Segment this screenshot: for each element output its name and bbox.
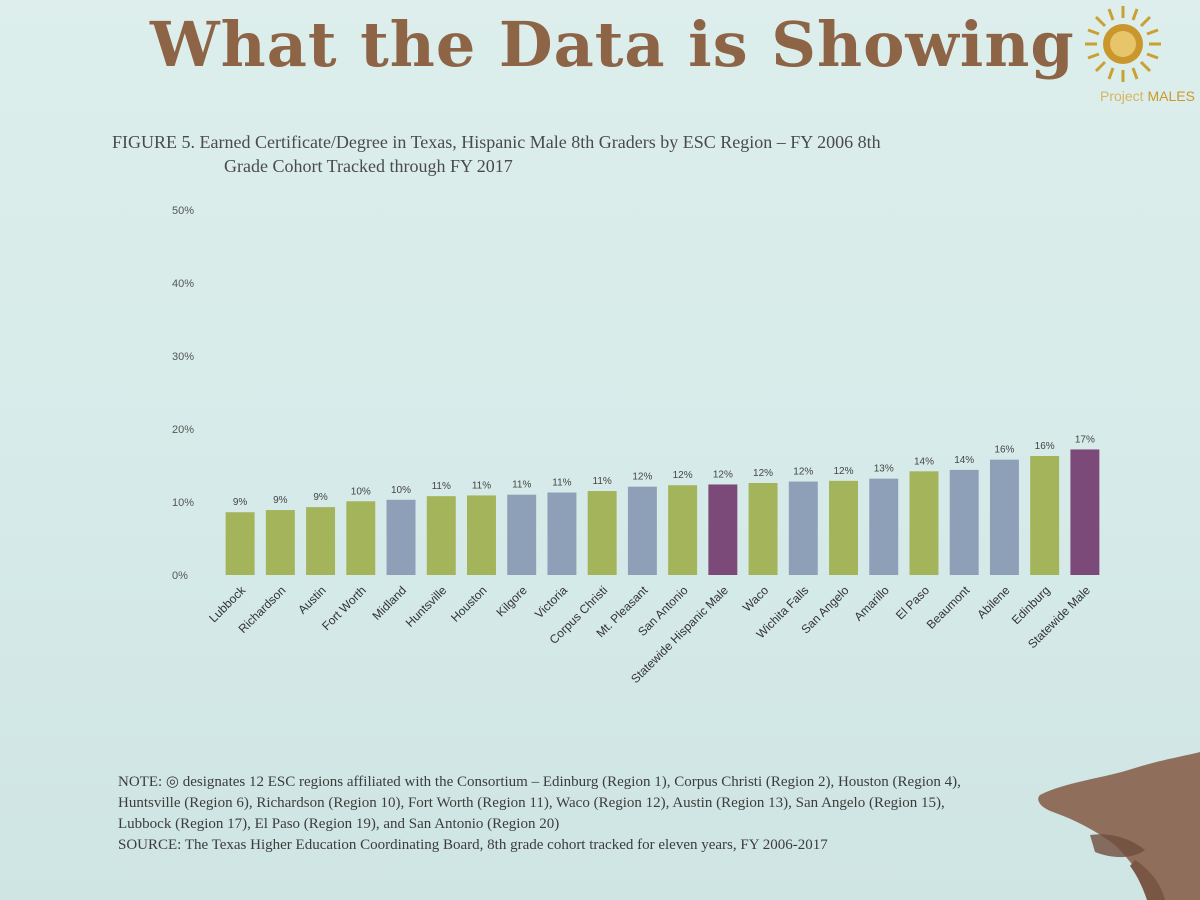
bar	[547, 492, 577, 575]
data-label: 14%	[914, 456, 934, 467]
data-label: 9%	[313, 492, 328, 503]
bar	[668, 485, 698, 575]
bar	[708, 484, 738, 575]
figure-caption-line1: FIGURE 5. Earned Certificate/Degree in T…	[112, 132, 881, 152]
y-tick-label: 50%	[172, 205, 194, 217]
bar	[386, 499, 416, 575]
bar	[1070, 449, 1100, 575]
data-label: 12%	[673, 470, 693, 481]
data-label: 11%	[472, 480, 491, 491]
slide-title: What the Data is Showing	[150, 8, 1075, 81]
data-label: 12%	[713, 469, 733, 480]
data-label: 16%	[1035, 441, 1055, 452]
bar	[909, 471, 939, 575]
logo-text: Project MALES	[1100, 88, 1195, 104]
bar	[587, 491, 617, 575]
data-label: 12%	[834, 466, 854, 477]
data-label: 14%	[954, 455, 974, 466]
bar	[265, 510, 295, 575]
figure-caption-line2: Grade Cohort Tracked through FY 2017	[224, 156, 513, 176]
bar	[869, 478, 899, 575]
category-label: Austin	[295, 583, 328, 616]
y-tick-label: 20%	[172, 424, 194, 436]
y-axis: 0% 10% 20% 30% 40% 50%	[172, 205, 194, 582]
sun-logo-icon	[1085, 6, 1161, 82]
y-tick-label: 10%	[172, 497, 194, 509]
bar	[788, 481, 818, 575]
data-label: 13%	[874, 464, 894, 475]
y-tick-label: 30%	[172, 351, 194, 363]
bar	[346, 501, 376, 575]
category-label: Amarillo	[851, 583, 892, 624]
data-label: 11%	[512, 480, 531, 491]
bar	[466, 495, 496, 575]
note-line1: NOTE: ◎ designates 12 ESC regions affili…	[118, 774, 961, 790]
data-label: 12%	[793, 467, 813, 478]
bars	[225, 449, 1100, 575]
logo-text-project: Project	[1100, 88, 1144, 104]
category-label: Houston	[448, 583, 490, 625]
data-label: 17%	[1075, 434, 1095, 445]
note-line3: Lubbock (Region 17), El Paso (Region 19)…	[118, 816, 560, 832]
note-line2: Huntsville (Region 6), Richardson (Regio…	[118, 795, 945, 811]
category-label: Victoria	[532, 583, 570, 621]
data-label: 11%	[552, 478, 571, 489]
category-label: Huntsville	[403, 583, 450, 630]
bar	[1030, 456, 1060, 575]
data-label: 12%	[632, 472, 652, 483]
data-label: 16%	[994, 445, 1014, 456]
bar	[507, 494, 537, 575]
category-label: Fort Worth	[319, 583, 369, 633]
bar	[306, 507, 336, 575]
data-label: 10%	[391, 485, 411, 496]
data-label: 9%	[233, 497, 248, 508]
source-line: SOURCE: The Texas Higher Education Coord…	[118, 837, 828, 853]
category-label: Midland	[370, 583, 410, 623]
bar	[426, 496, 456, 575]
bar	[225, 512, 255, 575]
y-tick-label: 0%	[172, 570, 188, 582]
data-label: 10%	[351, 486, 371, 497]
data-label: 11%	[593, 476, 612, 487]
logo-text-males: MALES	[1147, 88, 1195, 104]
figure-caption: FIGURE 5. Earned Certificate/Degree in T…	[112, 130, 1012, 178]
bar	[829, 480, 859, 575]
category-label: Beaumont	[924, 583, 973, 632]
y-tick-label: 40%	[172, 278, 194, 290]
bar	[748, 483, 778, 575]
data-label: 9%	[273, 495, 288, 506]
data-labels: 9% 9% 9% 10% 10% 11% 11% 11% 11% 11% 12% 12% 12% 12% 1…	[233, 434, 1095, 508]
figure-note: NOTE: ◎ designates 12 ESC regions affili…	[118, 772, 1118, 856]
bar	[627, 486, 657, 575]
bar	[989, 459, 1019, 575]
data-label: 12%	[753, 468, 773, 479]
category-label: Kilgore	[494, 583, 531, 620]
category-label: El Paso	[893, 583, 932, 622]
pointing-hand	[1038, 752, 1200, 900]
bar	[949, 469, 979, 575]
category-label: Waco	[740, 583, 772, 615]
category-label: Abilene	[974, 583, 1012, 621]
data-label: 11%	[432, 481, 451, 492]
bar-chart: 0% 10% 20% 30% 40% 50% 9% 9% 9% 10% 10% 11% 11% 11% 1…	[172, 205, 1100, 687]
